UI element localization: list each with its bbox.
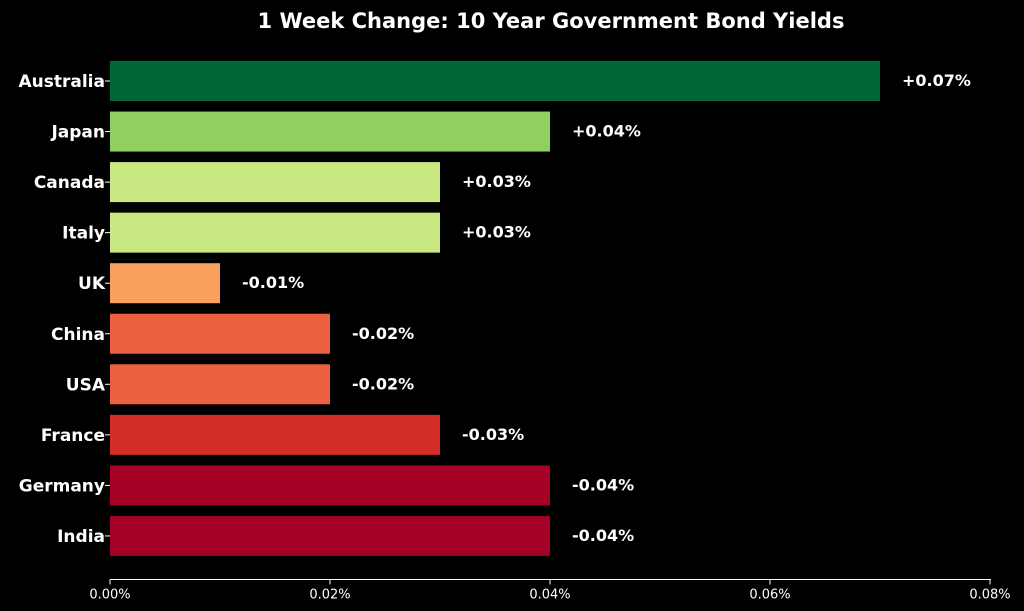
data-label-china: -0.02% <box>352 324 414 343</box>
bar-china <box>110 313 330 354</box>
data-labels: +0.07% +0.04% +0.03% +0.03% -0.01% -0.02% -0.0… <box>242 71 971 545</box>
bar-canada <box>110 162 440 203</box>
category-labels: Australia Japan Canada Italy UK China USA Franc… <box>19 72 110 547</box>
x-tick-label-1: 0.02% <box>309 588 350 603</box>
category-label-australia: Australia <box>19 72 106 92</box>
category-label-canada: Canada <box>34 173 105 193</box>
data-label-japan: +0.04% <box>572 122 641 141</box>
category-label-germany: Germany <box>19 476 105 496</box>
x-axis: 0.00% 0.02% 0.04% 0.06% 0.08% <box>89 579 1011 603</box>
x-tick-label-0: 0.00% <box>89 588 130 603</box>
bar-uk <box>110 263 220 304</box>
bar-india <box>110 515 550 556</box>
bar-germany <box>110 465 550 506</box>
x-tick-label-2: 0.04% <box>529 588 570 603</box>
chart-title: 1 Week Change: 10 Year Government Bond Y… <box>258 9 845 33</box>
x-tick-label-4: 0.08% <box>969 588 1010 603</box>
category-label-china: China <box>51 325 105 345</box>
category-label-india: India <box>57 527 105 547</box>
category-label-france: France <box>41 426 105 446</box>
data-label-germany: -0.04% <box>572 475 634 494</box>
data-label-italy: +0.03% <box>462 223 531 242</box>
bars-layer <box>110 61 880 556</box>
x-tick-label-3: 0.06% <box>749 588 790 603</box>
data-label-uk: -0.01% <box>242 273 304 292</box>
data-label-france: -0.03% <box>462 425 524 444</box>
bar-japan <box>110 111 550 152</box>
category-label-italy: Italy <box>62 224 105 244</box>
bar-italy <box>110 212 440 253</box>
category-label-usa: USA <box>66 375 106 395</box>
data-label-india: -0.04% <box>572 526 634 545</box>
bar-usa <box>110 364 330 405</box>
bar-france <box>110 414 440 455</box>
category-label-uk: UK <box>78 274 106 294</box>
category-label-japan: Japan <box>50 123 105 143</box>
data-label-canada: +0.03% <box>462 172 531 191</box>
bar-australia <box>110 61 880 101</box>
data-label-usa: -0.02% <box>352 374 414 393</box>
data-label-australia: +0.07% <box>902 71 971 90</box>
